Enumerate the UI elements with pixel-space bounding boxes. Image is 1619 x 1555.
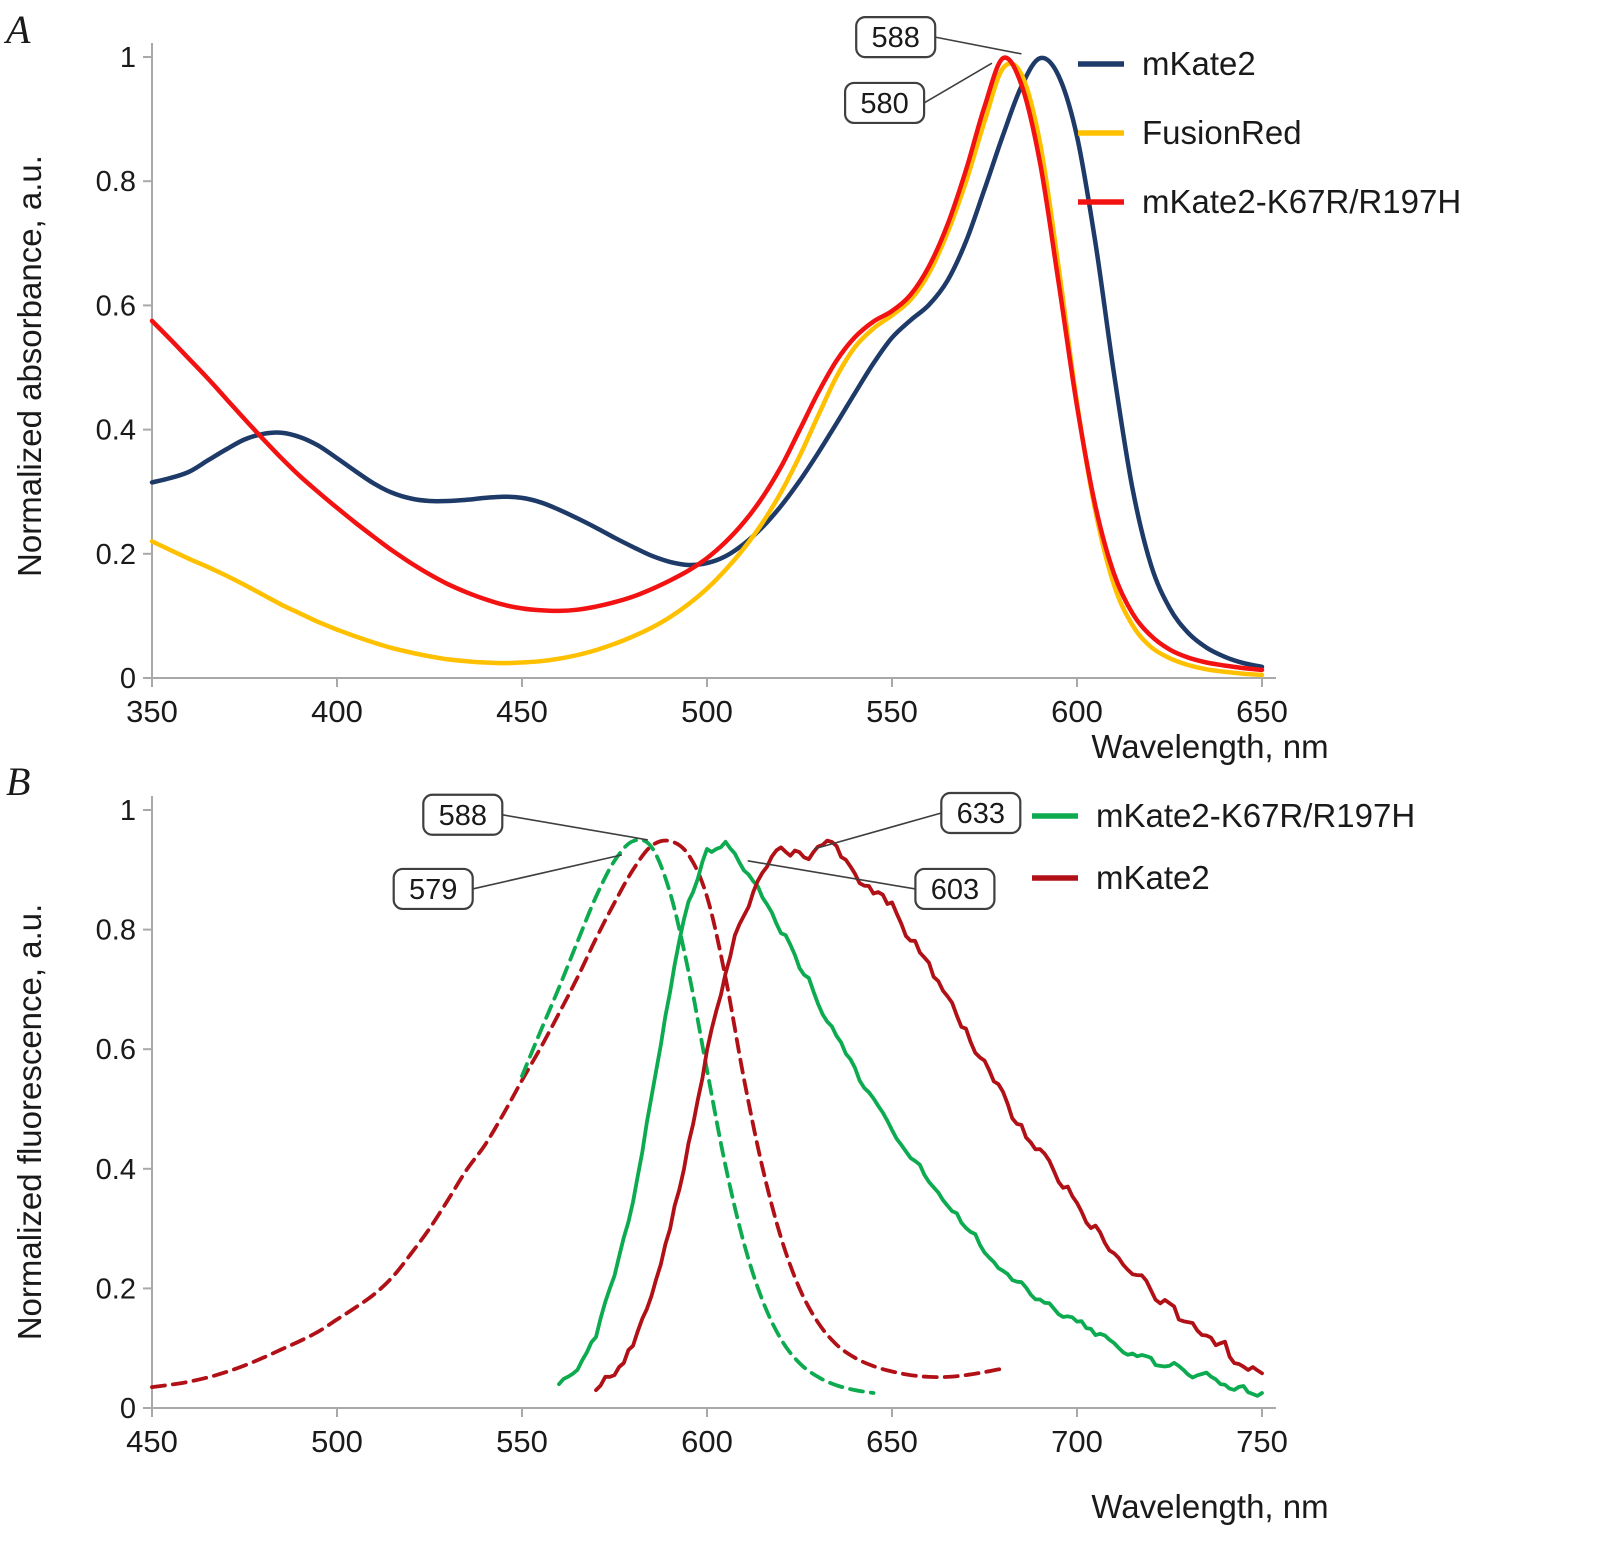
x-tick-label: 650 — [1236, 694, 1288, 729]
series-mkate2-excitation — [150, 838, 1005, 1389]
x-tick-label: 450 — [496, 694, 548, 729]
callout-label-580: 580 — [860, 88, 908, 120]
callout-label-603: 603 — [931, 874, 979, 906]
series-mkate2 — [149, 55, 1265, 670]
legend-label-mkate2: mKate2 — [1096, 859, 1210, 896]
panel-b-x-axis-title: Wavelength, nm — [1091, 1488, 1329, 1525]
x-tick-label: 500 — [681, 694, 733, 729]
callout-box-633 — [940, 791, 1022, 835]
y-tick-label: 0.8 — [96, 166, 136, 198]
legend-label-mkate2-k67r-r197h: mKate2-K67R/R197H — [1096, 797, 1415, 834]
y-tick-label: 0.2 — [96, 539, 136, 571]
x-tick-label: 400 — [311, 694, 363, 729]
absorbance-chart: 350 400 450 500 550 600 650 0 0.2 0.4 0.6 0.8 1 588 58… — [96, 16, 1461, 729]
legend-label-mkate2: mKate2 — [1142, 45, 1256, 82]
series-mkate2-k67r-r197h — [149, 55, 1265, 673]
y-tick-label: 0 — [120, 663, 136, 695]
fluorescence-chart: 450 500 550 600 650 700 750 0 0.2 0.4 0.6 0.8 1 588 57… — [96, 791, 1415, 1459]
x-tick-label: 450 — [126, 1424, 178, 1459]
callout-label-579: 579 — [409, 874, 457, 906]
callout-label-588: 588 — [439, 800, 487, 832]
y-tick-label: 0.6 — [96, 1034, 136, 1066]
series-mkate2-emission — [594, 838, 1264, 1392]
callout-leader-603 — [747, 860, 916, 890]
legend-label-fusionred: FusionRed — [1142, 114, 1302, 151]
x-tick-label: 350 — [126, 694, 178, 729]
y-tick-label: 1 — [120, 795, 136, 827]
y-tick-label: 0.2 — [96, 1273, 136, 1305]
panel-a-x-axis-title: Wavelength, nm — [1091, 728, 1329, 765]
panel-b-letter: B — [6, 759, 31, 804]
series-mkate2-k67r-r197h-excitation — [520, 837, 876, 1395]
callout-label-588: 588 — [872, 22, 920, 54]
x-tick-label: 550 — [496, 1424, 548, 1459]
x-tick-label: 600 — [1051, 694, 1103, 729]
callout-leader-633 — [814, 812, 942, 850]
series-fusionred — [149, 61, 1265, 678]
callout-box-580 — [843, 81, 926, 125]
callout-leader-579 — [472, 854, 623, 890]
callout-leader-588 — [502, 813, 648, 841]
callout-label-633: 633 — [957, 798, 1005, 830]
legend-label-mkate2-k67r-r197h: mKate2-K67R/R197H — [1142, 183, 1461, 220]
x-tick-label: 700 — [1051, 1424, 1103, 1459]
y-tick-label: 0.8 — [96, 915, 136, 947]
y-tick-label: 0.4 — [96, 415, 136, 447]
series-mkate2-k67r-r197h-emission — [557, 839, 1264, 1398]
callout-leader-588 — [935, 36, 1022, 55]
x-tick-label: 600 — [681, 1424, 733, 1459]
callout-leader-580 — [923, 62, 993, 104]
x-tick-label: 500 — [311, 1424, 363, 1459]
panel-a-letter: A — [6, 7, 31, 52]
y-tick-label: 0 — [120, 1393, 136, 1425]
x-tick-label: 750 — [1236, 1424, 1288, 1459]
y-tick-label: 0.4 — [96, 1154, 136, 1186]
callout-box-579 — [392, 867, 474, 911]
callout-box-588 — [855, 16, 937, 59]
y-tick-label: 1 — [120, 42, 136, 74]
callout-box-603 — [914, 867, 996, 911]
callout-box-588 — [422, 793, 504, 836]
x-tick-label: 550 — [866, 694, 918, 729]
y-tick-label: 0.6 — [96, 290, 136, 322]
x-tick-label: 650 — [866, 1424, 918, 1459]
